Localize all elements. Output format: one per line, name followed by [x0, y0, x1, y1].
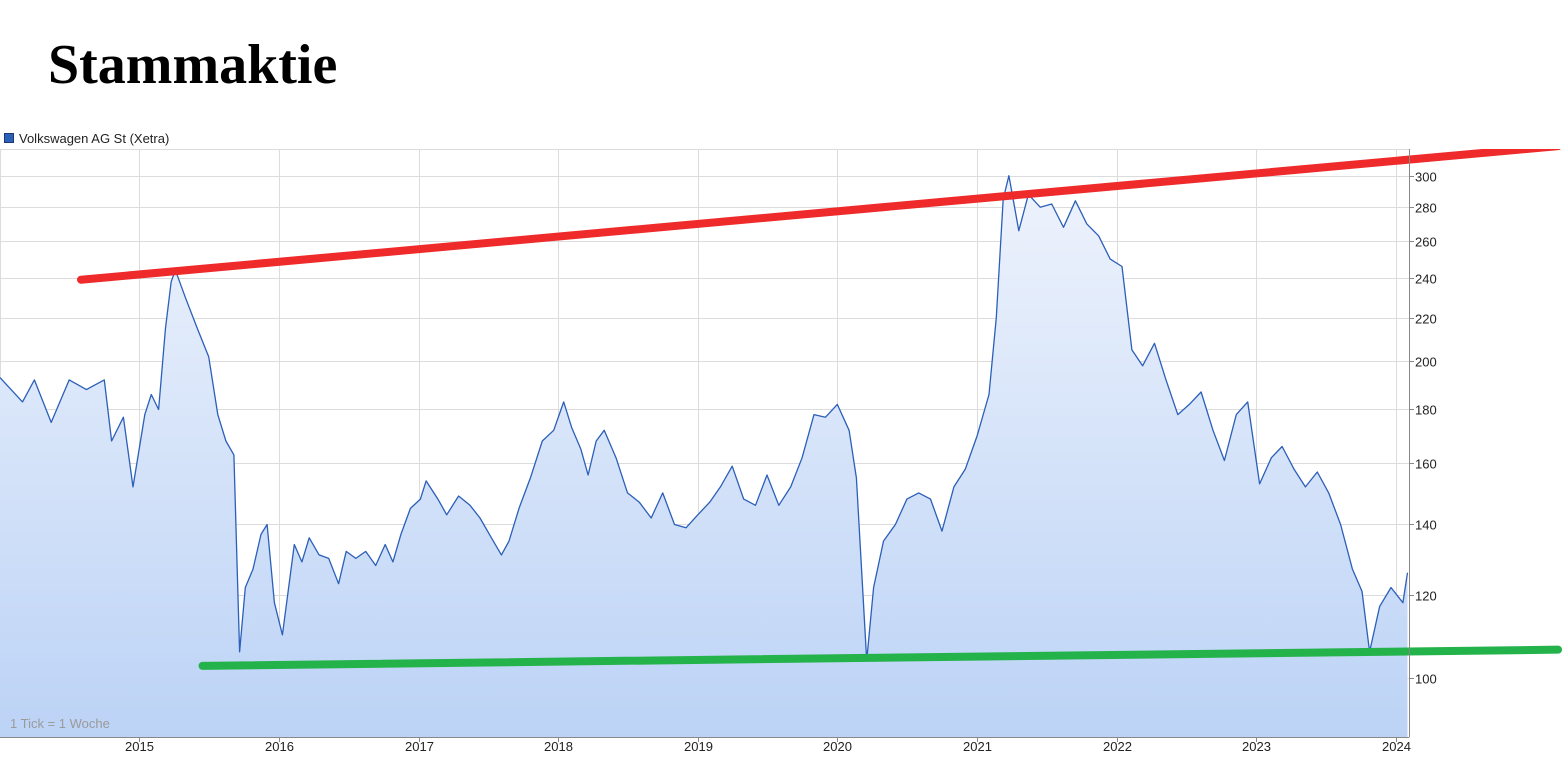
x-tick-label: 2018 — [544, 739, 573, 754]
x-tick-label: 2020 — [823, 739, 852, 754]
page-title: Stammaktie — [48, 34, 338, 96]
resistance-trendline — [77, 149, 1561, 284]
x-tick-label: 2022 — [1103, 739, 1132, 754]
price-line — [0, 175, 1409, 662]
x-tick-label: 2019 — [684, 739, 713, 754]
y-tick-label: 300 — [1415, 170, 1437, 185]
y-tick-label: 160 — [1415, 457, 1437, 472]
legend-label: Volkswagen AG St (Xetra) — [19, 130, 170, 146]
y-tick-label: 200 — [1415, 355, 1437, 370]
y-tick-label: 240 — [1415, 272, 1437, 287]
trendlines — [77, 149, 1562, 670]
support-trendline — [198, 645, 1562, 670]
y-tick-label: 120 — [1415, 589, 1437, 604]
price-series — [0, 175, 1409, 737]
y-tick-label: 220 — [1415, 312, 1437, 327]
y-tick-label: 180 — [1415, 403, 1437, 418]
x-tick-label: 2015 — [125, 739, 154, 754]
x-tick-label: 2021 — [963, 739, 992, 754]
x-tick-label: 2017 — [405, 739, 434, 754]
price-area — [0, 175, 1408, 737]
y-tick-label: 260 — [1415, 235, 1437, 250]
x-tick-label: 2023 — [1242, 739, 1271, 754]
x-tick-label: 2016 — [265, 739, 294, 754]
axes: 100 120 140 160 180 200 220 240 260 280 300 2015 201… — [0, 149, 1437, 754]
x-tick-label: 2024 — [1382, 739, 1411, 754]
legend-swatch — [4, 133, 14, 143]
y-tick-label: 280 — [1415, 201, 1437, 216]
y-tick-label: 140 — [1415, 518, 1437, 533]
y-tick-label: 100 — [1415, 672, 1437, 687]
tick-annotation: 1 Tick = 1 Woche — [10, 716, 110, 731]
chart-legend: Volkswagen AG St (Xetra) — [4, 130, 169, 146]
